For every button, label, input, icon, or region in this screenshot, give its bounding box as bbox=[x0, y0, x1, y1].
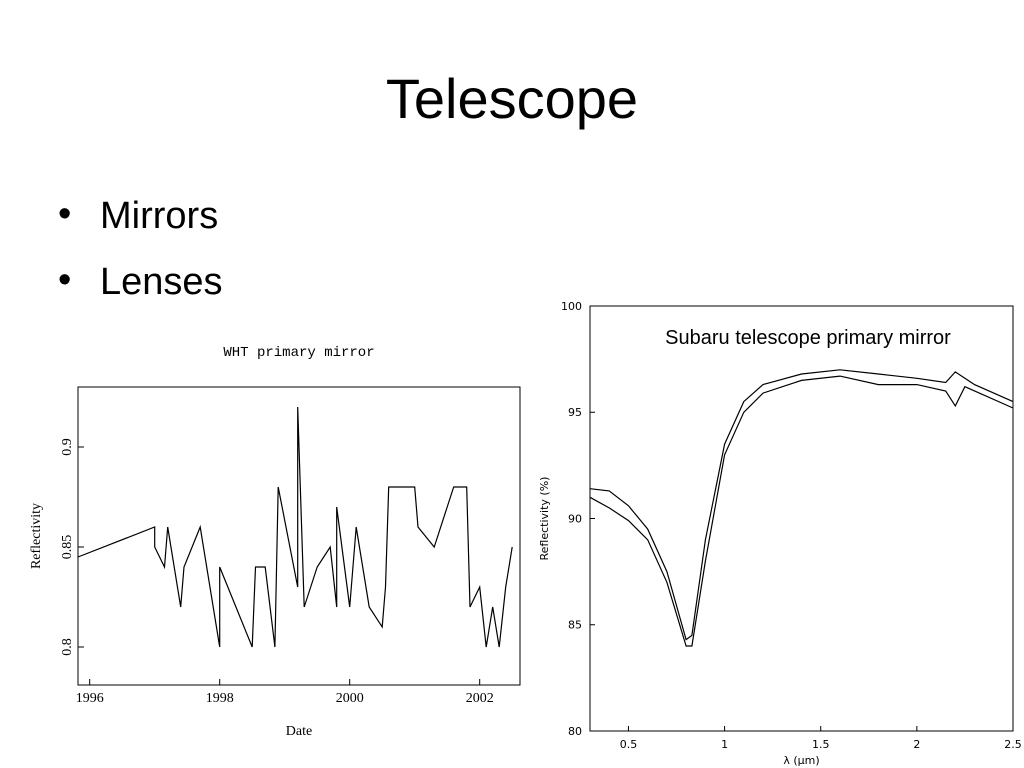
data-line bbox=[589, 369, 1014, 641]
y-tick-label: 0.9 bbox=[60, 438, 75, 456]
y-axis-label: Reflectivity bbox=[29, 503, 44, 569]
y-tick-label: 0.8 bbox=[60, 638, 75, 656]
annotation: Subaru telescope primary mirror bbox=[665, 327, 951, 349]
x-tick-label: 1996 bbox=[76, 691, 104, 706]
data-line bbox=[589, 375, 1014, 647]
bullet-marker: • bbox=[58, 193, 71, 235]
x-tick-label: 1998 bbox=[206, 691, 234, 706]
x-tick-label: 2000 bbox=[336, 691, 364, 706]
y-tick-label: 95 bbox=[568, 406, 582, 419]
y-tick-label: 0.85 bbox=[60, 535, 75, 560]
chart: 0.5 1 1.5 2 2.5 80 85 90 95 100 Subaru telescope p… bbox=[538, 300, 1022, 767]
x-tick-label: 1.5 bbox=[812, 738, 830, 751]
plot-frame bbox=[589, 305, 1014, 732]
plot-frame bbox=[77, 386, 521, 686]
x-tick-label: 0.5 bbox=[620, 738, 638, 751]
x-axis-label: Date bbox=[286, 724, 312, 739]
chart: 1996 1998 2000 2002 0.8 0.85 0.9 WHT primary mi… bbox=[29, 345, 521, 739]
x-tick-label: 2.5 bbox=[1004, 738, 1022, 751]
y-tick-label: 80 bbox=[568, 725, 582, 738]
chart-title: WHT primary mirror bbox=[223, 345, 374, 361]
x-tick-label: 2002 bbox=[466, 691, 494, 706]
x-tick-label: 2 bbox=[913, 738, 920, 751]
data-line bbox=[77, 406, 513, 648]
bullet: Lenses bbox=[100, 261, 223, 303]
y-tick-label: 100 bbox=[561, 300, 582, 313]
x-axis-label: λ (μm) bbox=[783, 754, 819, 767]
y-tick-label: 85 bbox=[568, 619, 582, 632]
bullet-marker: • bbox=[58, 259, 71, 301]
slide-title: Telescope bbox=[386, 67, 638, 130]
y-axis-label: Reflectivity (%) bbox=[538, 477, 551, 561]
bullet: Mirrors bbox=[100, 195, 218, 237]
x-tick-label: 1 bbox=[721, 738, 728, 751]
y-tick-label: 90 bbox=[568, 512, 582, 525]
